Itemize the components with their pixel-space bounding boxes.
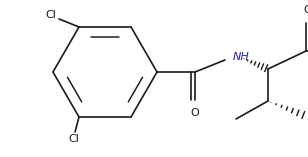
Text: Cl: Cl: [69, 134, 79, 144]
Text: O: O: [304, 5, 308, 15]
Text: Cl: Cl: [46, 10, 56, 20]
Text: NH: NH: [233, 52, 250, 62]
Text: O: O: [191, 108, 199, 118]
